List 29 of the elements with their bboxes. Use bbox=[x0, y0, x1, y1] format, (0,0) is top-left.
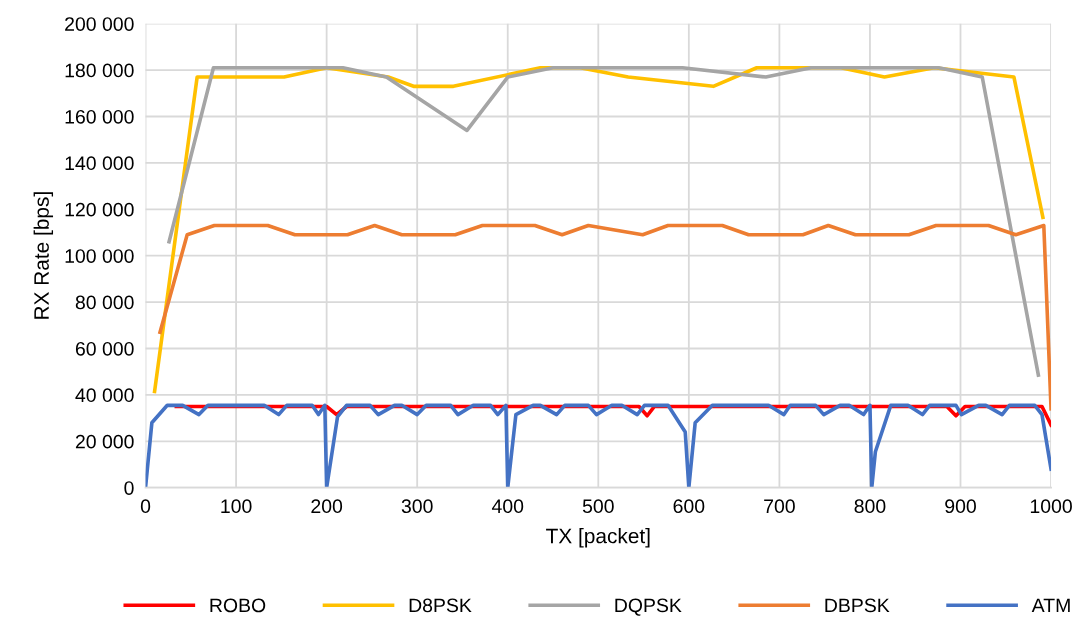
y-tick-label: 200 000 bbox=[65, 17, 134, 31]
y-tick-label: 20 000 bbox=[75, 434, 134, 449]
x-tick-label: 800 bbox=[854, 499, 886, 514]
y-tick-label: 160 000 bbox=[65, 109, 134, 124]
y-tick-label: 100 000 bbox=[65, 249, 134, 263]
x-tick-label: 300 bbox=[401, 499, 433, 514]
x-tick-label: 400 bbox=[491, 499, 524, 514]
y-tick-label: 120 000 bbox=[65, 202, 134, 217]
legend-label: ROBO bbox=[210, 598, 266, 613]
y-tick-label: 40 000 bbox=[75, 388, 134, 403]
x-tick-label: 600 bbox=[673, 499, 705, 514]
legend-label: ATM bbox=[1031, 598, 1070, 613]
x-axis-title: TX [packet] bbox=[546, 528, 650, 548]
x-tick-label: 700 bbox=[764, 499, 795, 514]
y-tick-label: 80 000 bbox=[75, 295, 134, 310]
x-tick-label: 900 bbox=[945, 499, 976, 514]
legend-label: DBPSK bbox=[825, 598, 890, 613]
legend-label: DQPSK bbox=[615, 598, 682, 616]
y-tick-label: 0 bbox=[124, 481, 134, 495]
y-tick-label: 180 000 bbox=[65, 63, 134, 78]
y-tick-label: 60 000 bbox=[75, 341, 134, 356]
y-tick-label: 140 000 bbox=[65, 156, 134, 171]
x-tick-label: 100 bbox=[221, 499, 252, 514]
x-tick-label: 200 bbox=[311, 499, 343, 514]
x-tick-label: 500 bbox=[582, 499, 614, 514]
y-axis-title: RX Rate [bps] bbox=[33, 192, 54, 319]
x-tick-label: 1000 bbox=[1030, 499, 1072, 514]
legend-label: D8PSK bbox=[409, 598, 472, 613]
x-tick-label: 0 bbox=[140, 499, 151, 514]
